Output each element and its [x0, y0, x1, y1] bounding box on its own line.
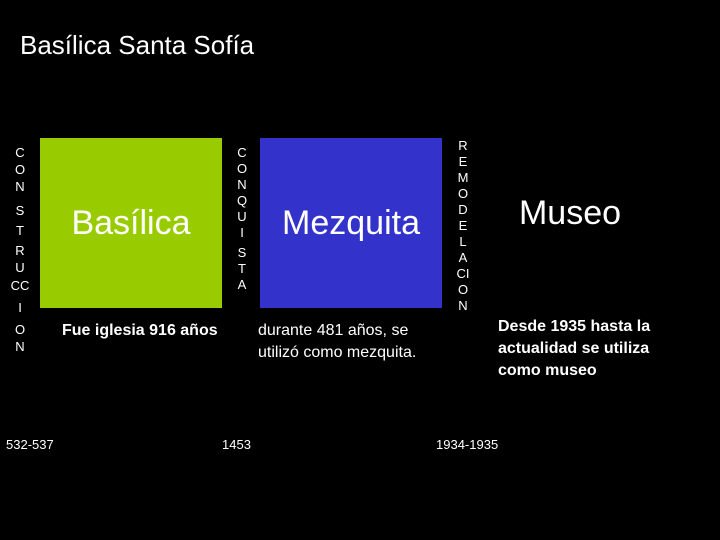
basilica-box: Basílica: [40, 138, 222, 308]
letter: O: [457, 282, 469, 297]
mezquita-label: Mezquita: [282, 203, 420, 242]
letter: N: [237, 177, 247, 192]
letter: E: [458, 154, 468, 169]
letter: D: [458, 202, 468, 217]
museo-label: Museo: [518, 193, 622, 232]
museo-box: Museo: [482, 138, 658, 288]
letter: S: [15, 203, 25, 218]
letter: Q: [236, 193, 248, 208]
construccion-vertical-label: C O N S T R U CC I O N: [6, 145, 34, 356]
letter: O: [14, 162, 26, 177]
letter: T: [16, 223, 24, 238]
letter: T: [238, 261, 246, 276]
letter: A: [458, 250, 468, 265]
letter: O: [14, 322, 26, 337]
letter: CI: [456, 266, 470, 281]
basilica-description: Fue iglesia 916 años: [62, 322, 218, 339]
letter: U: [237, 209, 247, 224]
mezquita-date: 1453: [222, 437, 251, 452]
letter: N: [15, 179, 25, 194]
basilica-label: Basílica: [71, 203, 191, 242]
letter: S: [237, 245, 247, 260]
letter: CC: [10, 278, 30, 293]
museo-date: 1934-1935: [436, 437, 499, 452]
letter: I: [240, 225, 244, 240]
letter: M: [457, 170, 469, 185]
basilica-date: 532-537: [6, 437, 54, 452]
conquista-vertical-label: C O N Q U I S T A: [228, 145, 256, 293]
mezquita-description: durante 481 años, se utilizó como mezqui…: [258, 322, 417, 361]
letter: C: [15, 145, 25, 160]
letter: A: [237, 277, 247, 292]
museo-description: Desde 1935 hasta la actualidad se utiliz…: [498, 318, 651, 379]
letter: O: [236, 161, 248, 176]
letter: O: [457, 186, 469, 201]
letter: R: [458, 138, 468, 153]
letter: I: [18, 300, 22, 315]
letter: N: [15, 339, 25, 354]
letter: C: [237, 145, 247, 160]
mezquita-box: Mezquita: [260, 138, 442, 308]
letter: E: [458, 218, 468, 233]
remodelacion-vertical-label: R E M O D E L A CI O N: [449, 138, 477, 314]
letter: U: [15, 260, 25, 275]
letter: R: [15, 243, 25, 258]
letter: L: [459, 234, 467, 249]
slide-title: Basílica Santa Sofía: [20, 30, 255, 60]
letter: N: [458, 298, 468, 313]
